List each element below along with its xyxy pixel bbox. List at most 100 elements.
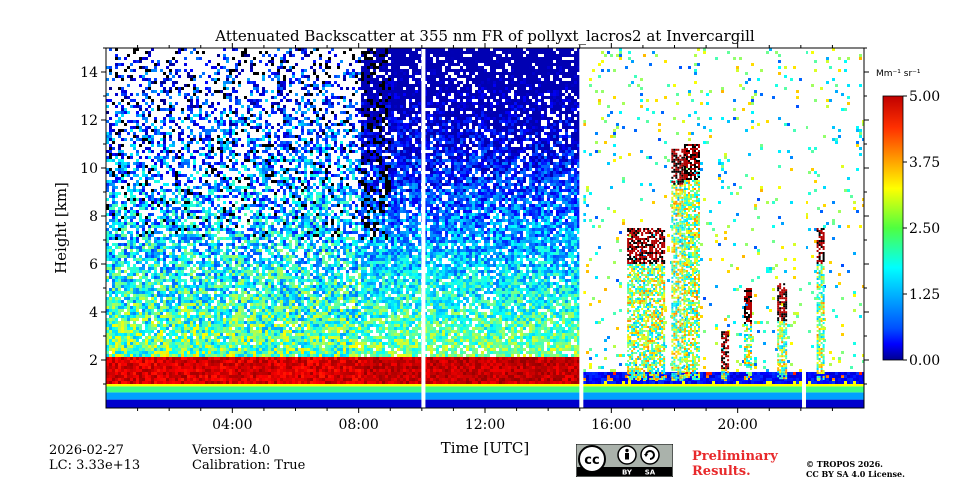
backscatter-cell [214,246,217,249]
backscatter-cell [124,210,127,213]
backscatter-cell [169,105,172,108]
backscatter-cell [265,297,268,300]
backscatter-cell [142,273,145,276]
backscatter-cell [163,252,166,255]
backscatter-cell [229,276,232,279]
backscatter-cell [124,330,127,333]
backscatter-cell [259,264,262,267]
backscatter-cell [133,330,136,333]
backscatter-cell [292,183,295,186]
backscatter-cell [127,267,130,270]
backscatter-cell [184,330,187,333]
backscatter-cell [127,132,130,135]
backscatter-cell [163,363,166,366]
backscatter-cell [304,306,307,309]
backscatter-cell [232,57,235,60]
backscatter-cell [172,108,175,111]
backscatter-cell [286,279,289,282]
backscatter-cell [145,300,148,303]
backscatter-cell [241,207,244,210]
backscatter-cell [223,351,226,354]
backscatter-cell [256,180,259,183]
backscatter-cell [124,195,127,198]
backscatter-cell [220,366,223,369]
backscatter-cell [250,69,253,72]
backscatter-cell [130,105,133,108]
backscatter-cell [253,237,256,240]
backscatter-cell [109,300,112,303]
backscatter-cell [190,327,193,330]
backscatter-cell [271,282,274,285]
backscatter-cell [184,369,187,372]
backscatter-cell [235,327,238,330]
backscatter-cell [283,66,286,69]
backscatter-cell [277,363,280,366]
backscatter-cell [199,306,202,309]
backscatter-cell [112,339,115,342]
backscatter-cell [259,201,262,204]
backscatter-cell [286,306,289,309]
backscatter-cell [265,135,268,138]
backscatter-cell [142,111,145,114]
backscatter-cell [193,216,196,219]
backscatter-cell [127,120,130,123]
backscatter-cell [283,315,286,318]
backscatter-cell [247,81,250,84]
backscatter-cell [298,360,301,363]
backscatter-cell [163,336,166,339]
backscatter-cell [133,141,136,144]
backscatter-cell [268,177,271,180]
backscatter-cell [259,228,262,231]
backscatter-cell [187,300,190,303]
backscatter-cell [259,333,262,336]
backscatter-cell [271,363,274,366]
backscatter-cell [271,375,274,378]
backscatter-cell [268,267,271,270]
backscatter-cell [193,249,196,252]
backscatter-cell [118,255,121,258]
backscatter-cell [178,216,181,219]
backscatter-cell [271,234,274,237]
backscatter-cell [121,78,124,81]
backscatter-cell [208,90,211,93]
backscatter-cell [265,237,268,240]
backscatter-cell [136,297,139,300]
backscatter-cell [181,366,184,369]
backscatter-cell [130,282,133,285]
backscatter-cell [145,279,148,282]
backscatter-cell [274,132,277,135]
backscatter-cell [265,336,268,339]
backscatter-cell [256,381,259,384]
backscatter-cell [211,342,214,345]
backscatter-cell [166,333,169,336]
backscatter-cell [205,180,208,183]
backscatter-cell [169,63,172,66]
backscatter-cell [235,123,238,126]
backscatter-cell [262,177,265,180]
backscatter-cell [304,234,307,237]
backscatter-cell [235,114,238,117]
backscatter-cell [244,321,247,324]
backscatter-cell [223,186,226,189]
backscatter-cell [244,270,247,273]
backscatter-cell [229,363,232,366]
backscatter-cell [133,69,136,72]
backscatter-cell [304,273,307,276]
backscatter-cell [148,216,151,219]
backscatter-cell [139,348,142,351]
backscatter-cell [211,102,214,105]
backscatter-cell [298,282,301,285]
backscatter-cell [220,129,223,132]
backscatter-cell [109,144,112,147]
backscatter-cell [289,309,292,312]
backscatter-cell [136,300,139,303]
backscatter-cell [154,294,157,297]
backscatter-cell [211,234,214,237]
backscatter-cell [268,306,271,309]
backscatter-cell [247,363,250,366]
backscatter-cell [286,201,289,204]
backscatter-cell [160,336,163,339]
backscatter-cell [253,63,256,66]
backscatter-cell [253,99,256,102]
backscatter-cell [118,117,121,120]
